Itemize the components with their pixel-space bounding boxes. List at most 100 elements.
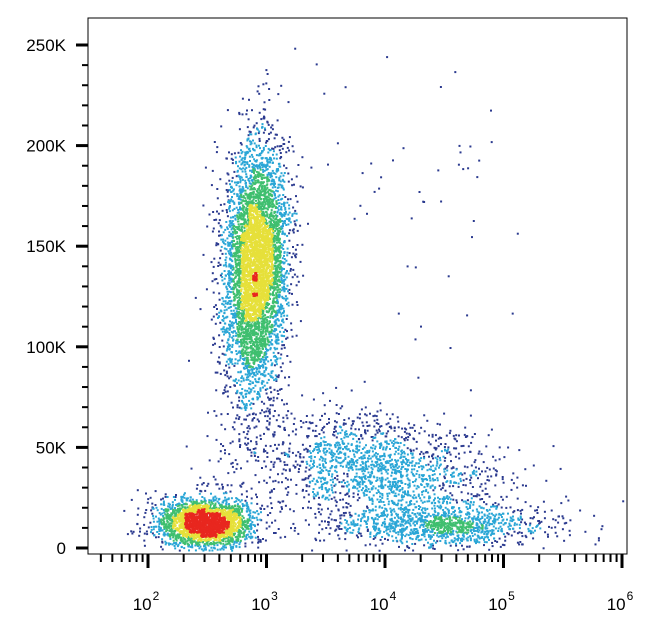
event-point — [241, 186, 244, 188]
event-point — [418, 526, 421, 529]
event-point — [247, 362, 249, 365]
event-point — [147, 498, 150, 501]
event-point — [501, 543, 504, 546]
event-point — [231, 316, 234, 319]
event-point — [274, 186, 277, 189]
event-point — [279, 303, 282, 306]
event-point — [269, 468, 272, 471]
event-point — [231, 233, 234, 236]
event-point — [501, 478, 504, 481]
event-point — [360, 457, 363, 460]
event-point — [239, 383, 242, 386]
event-point — [212, 265, 215, 268]
event-point — [283, 220, 285, 223]
event-point — [396, 470, 399, 473]
event-point — [420, 518, 423, 521]
event-point — [476, 518, 479, 521]
event-point — [350, 521, 353, 524]
event-point — [369, 543, 372, 546]
event-point — [201, 483, 204, 486]
event-point — [407, 516, 410, 519]
event-point — [278, 291, 281, 294]
event-point — [478, 467, 480, 470]
event-point — [468, 545, 471, 548]
event-point — [225, 372, 228, 375]
event-point — [225, 157, 228, 160]
event-point — [274, 310, 277, 313]
event-point — [312, 459, 315, 462]
event-point — [350, 463, 353, 466]
event-point — [425, 488, 428, 491]
event-point — [409, 531, 412, 534]
event-point — [417, 493, 420, 496]
event-point — [324, 487, 327, 490]
event-point — [288, 447, 291, 450]
event-point — [335, 519, 337, 522]
event-point — [348, 460, 351, 463]
event-point — [231, 465, 234, 468]
event-point — [380, 425, 383, 428]
event-point — [401, 533, 404, 536]
event-point — [240, 152, 243, 155]
event-point — [233, 292, 236, 295]
event-point — [345, 433, 348, 435]
event-point — [228, 189, 231, 191]
event-point — [143, 532, 146, 535]
event-point — [422, 531, 425, 534]
event-point — [253, 183, 256, 186]
event-point — [447, 512, 450, 514]
event-point — [271, 169, 274, 172]
event-point — [442, 455, 445, 458]
event-point — [399, 524, 402, 527]
event-point — [222, 492, 225, 495]
event-point — [231, 220, 234, 223]
event-point — [434, 514, 437, 517]
event-point — [368, 451, 371, 454]
event-point — [280, 203, 283, 206]
event-point — [239, 181, 242, 184]
event-point — [430, 502, 433, 505]
event-point — [455, 517, 458, 519]
event-point — [224, 499, 227, 502]
event-point — [231, 247, 234, 250]
event-point — [524, 501, 527, 504]
event-point — [411, 473, 414, 476]
event-point — [241, 170, 244, 173]
event-point — [277, 473, 279, 476]
event-point — [244, 409, 247, 411]
event-point — [443, 412, 446, 415]
event-point — [258, 481, 261, 484]
event-point — [389, 507, 392, 510]
event-point — [449, 480, 452, 483]
event-point — [405, 474, 408, 477]
event-point — [263, 359, 266, 362]
event-point — [360, 518, 363, 521]
event-point — [364, 413, 367, 416]
event-point — [236, 497, 239, 500]
event-point — [426, 500, 429, 503]
event-point — [191, 498, 194, 501]
event-point — [227, 273, 230, 275]
event-point — [470, 501, 472, 504]
event-point — [252, 126, 255, 129]
event-point — [382, 486, 385, 488]
event-point — [415, 515, 418, 518]
event-point — [337, 446, 340, 449]
event-point — [371, 463, 374, 466]
event-point — [219, 548, 222, 551]
event-point — [249, 133, 251, 136]
event-point — [292, 268, 295, 271]
event-point — [403, 461, 406, 464]
event-point — [579, 509, 582, 512]
event-point — [288, 450, 291, 453]
event-point — [262, 182, 264, 185]
event-point — [226, 215, 229, 218]
event-point — [392, 478, 395, 481]
event-point — [216, 360, 219, 363]
event-point — [202, 482, 205, 484]
event-point — [240, 423, 243, 426]
event-point — [369, 457, 372, 460]
event-point — [419, 512, 421, 515]
event-point — [373, 419, 376, 422]
event-point — [239, 484, 242, 487]
